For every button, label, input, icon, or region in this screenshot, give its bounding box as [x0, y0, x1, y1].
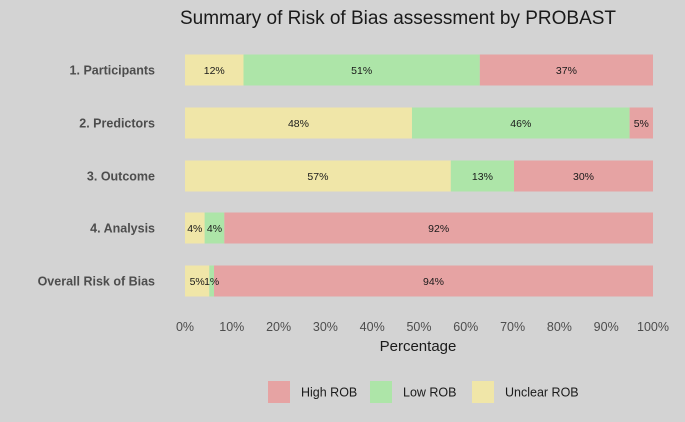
bar-high-rob-1-participants [479, 54, 653, 86]
bar-label-low-rob-4-analysis: 4% [207, 223, 222, 235]
x-tick-label: 20% [266, 320, 291, 334]
bar-label-unclear-rob-2-predictors: 48% [288, 118, 309, 130]
x-tick-label: 100% [637, 320, 669, 334]
x-tick-label: 70% [500, 320, 525, 334]
legend-swatch-unclear-rob [472, 381, 494, 403]
x-axis-ticks: 0% 10% 20% 30% 40% 50% 60% 70% 80% 90% 100% [176, 320, 669, 334]
bar-label-high-rob-3-outcome: 30% [573, 171, 594, 183]
bar-unclear-rob-overall-risk-of-bias [185, 265, 210, 297]
bar-unclear-rob-1-participants [185, 54, 244, 86]
bar-low-rob-4-analysis [204, 212, 225, 244]
bar-label-high-rob-2-predictors: 5% [634, 118, 649, 130]
bar-low-rob-3-outcome [450, 160, 515, 192]
category-label-3-outcome: 3. Outcome [87, 170, 155, 184]
chart-title: Summary of Risk of Bias assessment by PR… [180, 8, 616, 29]
bar-high-rob-2-predictors [629, 107, 653, 139]
bar-low-rob-1-participants [243, 54, 480, 86]
x-tick-label: 10% [219, 320, 244, 334]
category-label-4-analysis: 4. Analysis [90, 222, 155, 236]
x-tick-label: 0% [176, 320, 194, 334]
bar-value-labels: 12% 51% 37%48% 46% 5%57% 13% 30%4% 4% 92%5% 1% 94% [187, 65, 649, 288]
bar-label-low-rob-1-participants: 51% [351, 65, 372, 77]
category-label-1-participants: 1. Participants [70, 64, 155, 78]
category-label-overall-risk-of-bias: Overall Risk of Bias [38, 275, 155, 289]
x-tick-label: 50% [406, 320, 431, 334]
bar-low-rob-2-predictors [411, 107, 630, 139]
category-label-2-predictors: 2. Predictors [79, 117, 155, 131]
x-tick-label: 60% [453, 320, 478, 334]
x-tick-label: 40% [360, 320, 385, 334]
bar-label-low-rob-2-predictors: 46% [510, 118, 531, 130]
bar-unclear-rob-4-analysis [185, 212, 205, 244]
x-tick-label: 90% [594, 320, 619, 334]
bar-unclear-rob-3-outcome [185, 160, 451, 192]
legend-label-high-rob: High ROB [301, 386, 357, 400]
legend: High ROB Low ROB Unclear ROB [268, 381, 579, 403]
legend-label-low-rob: Low ROB [403, 386, 457, 400]
bar-label-unclear-rob-1-participants: 12% [204, 65, 225, 77]
bar-label-high-rob-4-analysis: 92% [428, 223, 449, 235]
bar-unclear-rob-2-predictors [185, 107, 412, 139]
bar-label-high-rob-overall-risk-of-bias: 94% [423, 276, 444, 288]
x-tick-label: 30% [313, 320, 338, 334]
bars [185, 54, 654, 297]
bar-low-rob-overall-risk-of-bias [209, 265, 215, 297]
bar-label-low-rob-overall-risk-of-bias: 1% [204, 276, 219, 288]
bar-label-unclear-rob-overall-risk-of-bias: 5% [190, 276, 205, 288]
bar-label-low-rob-3-outcome: 13% [472, 171, 493, 183]
bar-label-high-rob-1-participants: 37% [556, 65, 577, 77]
x-tick-label: 80% [547, 320, 572, 334]
legend-swatch-high-rob [268, 381, 290, 403]
bar-high-rob-3-outcome [514, 160, 653, 192]
x-axis-title: Percentage [380, 338, 457, 355]
bar-high-rob-overall-risk-of-bias [214, 265, 654, 297]
category-labels: 1. Participants 2. Predictors 3. Outcome 4.… [38, 64, 155, 289]
bar-label-unclear-rob-3-outcome: 57% [307, 171, 328, 183]
bar-high-rob-4-analysis [224, 212, 653, 244]
legend-swatch-low-rob [370, 381, 392, 403]
bar-label-unclear-rob-4-analysis: 4% [187, 223, 202, 235]
legend-label-unclear-rob: Unclear ROB [505, 386, 579, 400]
